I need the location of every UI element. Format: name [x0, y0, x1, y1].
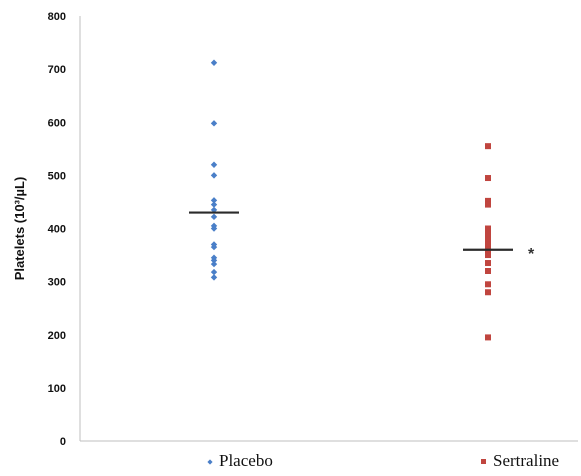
sertraline-point: [485, 334, 491, 341]
sertraline-point: [485, 241, 491, 248]
y-tick-label: 800: [48, 11, 66, 23]
placebo-point: [210, 243, 218, 251]
sertraline-point: [485, 225, 491, 232]
mean-lines: [189, 211, 513, 251]
placebo-point: [210, 59, 218, 66]
sertraline-point: [485, 201, 491, 208]
placebo-point: [210, 213, 218, 221]
sertraline-point: [485, 289, 491, 296]
legend-sertraline-marker: [481, 459, 486, 464]
placebo-point: [210, 120, 218, 127]
y-tick-label: 700: [48, 64, 66, 76]
placebo-point: [210, 274, 218, 281]
y-tick-label: 300: [48, 277, 66, 289]
y-tick-label: 100: [48, 383, 66, 395]
placebo-point: [210, 257, 218, 264]
y-tick-label: 0: [60, 436, 66, 448]
sertraline-point: [485, 236, 491, 243]
sertraline-point: [485, 281, 491, 288]
placebo-point: [210, 225, 218, 232]
sertraline-point: [485, 175, 491, 182]
category-label: Sertraline: [493, 451, 559, 470]
sertraline-point: [485, 230, 491, 237]
placebo-point: [210, 260, 218, 268]
y-axis-label: Platelets (10³/µL): [12, 177, 27, 281]
y-tick-label: 600: [48, 117, 66, 129]
legend-placebo-marker: [207, 459, 213, 465]
annotations: *: [528, 246, 535, 263]
data-points: [210, 59, 491, 341]
y-axis-ticks: 0 100 200 300 400 500 600 700 800: [48, 11, 66, 448]
placebo-point: [210, 268, 218, 276]
placebo-point: [210, 197, 218, 204]
sertraline-point: [485, 260, 491, 267]
y-tick-label: 200: [48, 330, 66, 342]
sertraline-point: [485, 268, 491, 274]
placebo-point: [210, 172, 218, 179]
placebo-point: [210, 206, 218, 214]
placebo-point: [210, 201, 218, 208]
sertraline-point: [485, 252, 491, 259]
category-label: Placebo: [219, 451, 273, 470]
placebo-point: [210, 161, 218, 168]
significance-asterisk: *: [528, 246, 535, 263]
sertraline-point: [485, 143, 491, 150]
legend: Placebo Sertraline: [207, 451, 559, 470]
sertraline-point: [485, 197, 491, 204]
y-tick-label: 500: [48, 170, 66, 182]
y-tick-label: 400: [48, 224, 66, 236]
